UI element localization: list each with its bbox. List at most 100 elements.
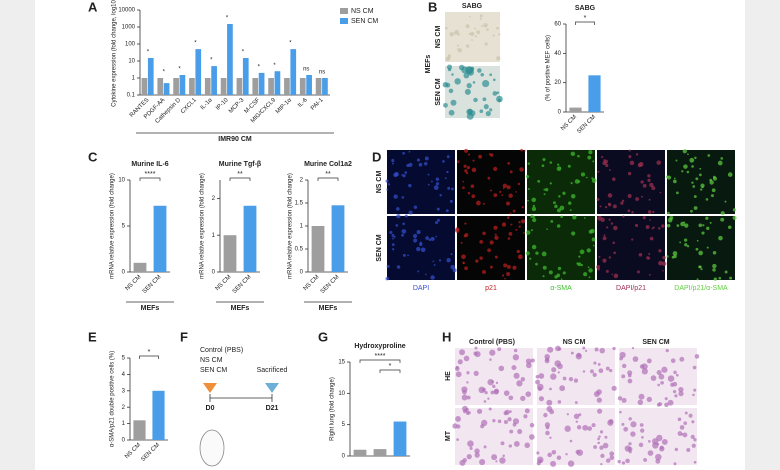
micrograph-detail (451, 73, 454, 76)
micrograph-detail (486, 28, 489, 31)
micrograph-detail (498, 365, 505, 372)
micrograph-detail (423, 162, 428, 166)
micrograph-detail (459, 459, 466, 466)
micrograph-detail (507, 237, 511, 240)
micrograph-detail (660, 380, 664, 385)
micrograph-detail (638, 161, 644, 167)
micrograph-detail (513, 348, 518, 353)
panel-letter: B (428, 0, 437, 14)
micrograph-detail (483, 23, 488, 28)
micrograph-detail (567, 201, 572, 205)
micrograph-detail (662, 269, 664, 272)
micrograph-detail (502, 454, 505, 458)
micrograph-detail (525, 391, 532, 398)
micrograph-detail (602, 258, 607, 263)
micrograph-detail (631, 238, 634, 241)
micrograph-detail (391, 162, 394, 165)
micrograph-detail (623, 426, 629, 432)
micrograph-detail (601, 155, 604, 159)
micrograph-detail (478, 154, 483, 159)
micrograph-detail (656, 434, 663, 442)
micrograph-detail (699, 167, 702, 170)
micrograph-detail (720, 217, 725, 222)
micrograph-detail (686, 448, 691, 452)
y-tick-label: 0.1 (127, 93, 136, 99)
micrograph-detail (464, 222, 467, 225)
micrograph-detail (640, 180, 644, 184)
micrograph-detail (588, 268, 593, 273)
micrograph-detail (674, 394, 678, 398)
micrograph-detail (592, 160, 595, 163)
micrograph-detail (458, 64, 465, 71)
micrograph-detail (520, 148, 523, 152)
micrograph-detail (640, 195, 643, 198)
micrograph-detail (449, 199, 453, 203)
micrograph-detail (727, 172, 733, 177)
micrograph-detail (573, 413, 580, 420)
micrograph-detail (571, 231, 576, 236)
micrograph (527, 216, 595, 280)
micrograph-detail (688, 413, 693, 418)
y-axis-label: Cytokine expression (fold change, log10) (112, 0, 118, 107)
micrograph-detail (627, 446, 633, 452)
micrograph-detail (525, 358, 532, 365)
micrograph-detail (492, 384, 496, 389)
micrograph-detail (670, 358, 676, 364)
micrograph (457, 216, 525, 280)
micrograph-detail (499, 190, 502, 194)
micrograph-detail (605, 269, 609, 273)
micrograph-detail (667, 217, 673, 223)
micrograph-detail (493, 193, 498, 198)
panel-letter: A (88, 0, 98, 14)
micrograph-detail (635, 197, 640, 201)
micrograph-detail (625, 458, 630, 464)
micrograph-detail (692, 185, 696, 188)
micrograph-detail (489, 358, 492, 361)
micrograph-detail (495, 381, 499, 385)
micrograph-detail (617, 396, 623, 401)
micrograph-detail (613, 251, 616, 255)
legend-swatch (340, 18, 348, 24)
micrograph-detail (386, 264, 390, 268)
micrograph-detail (658, 402, 663, 407)
chart-title: SABG (575, 5, 596, 12)
micrograph-detail (576, 425, 582, 430)
micrograph-detail (446, 170, 449, 174)
micrograph-detail (691, 443, 696, 448)
row-label: NS CM (435, 26, 442, 49)
micrograph-detail (516, 249, 520, 254)
micrograph-detail (501, 194, 504, 196)
panel-letter: C (88, 149, 98, 164)
micrograph-detail (428, 238, 432, 241)
micrograph-detail (509, 429, 514, 434)
micrograph-detail (507, 417, 512, 422)
micrograph-detail (474, 27, 477, 30)
micrograph-detail (490, 189, 493, 192)
micrograph-detail (541, 251, 547, 257)
micrograph-detail (691, 165, 694, 168)
end-marker (265, 383, 279, 393)
micrograph-detail (437, 218, 440, 222)
micrograph-detail (548, 270, 553, 275)
micrograph-detail (583, 272, 588, 277)
micrograph-detail (627, 209, 631, 213)
micrograph-detail (612, 241, 616, 245)
micrograph-detail (432, 260, 435, 263)
y-tick-label: 0 (558, 110, 562, 116)
micrograph-detail (686, 245, 690, 248)
micrograph-detail (435, 177, 440, 181)
micrograph-detail (463, 72, 470, 79)
bar (588, 75, 601, 112)
micrograph-detail (621, 363, 627, 369)
micrograph-detail (642, 216, 646, 220)
panel-letter: G (318, 329, 328, 344)
legend-label: NS CM (351, 8, 374, 15)
micrograph-detail (582, 424, 589, 431)
micrograph-detail (465, 24, 470, 29)
micrograph-detail (705, 216, 709, 220)
chart-title: Hydroxyproline (354, 343, 405, 350)
group-label: MEFs (425, 55, 432, 74)
micrograph-detail (387, 183, 391, 186)
bar (242, 58, 249, 95)
